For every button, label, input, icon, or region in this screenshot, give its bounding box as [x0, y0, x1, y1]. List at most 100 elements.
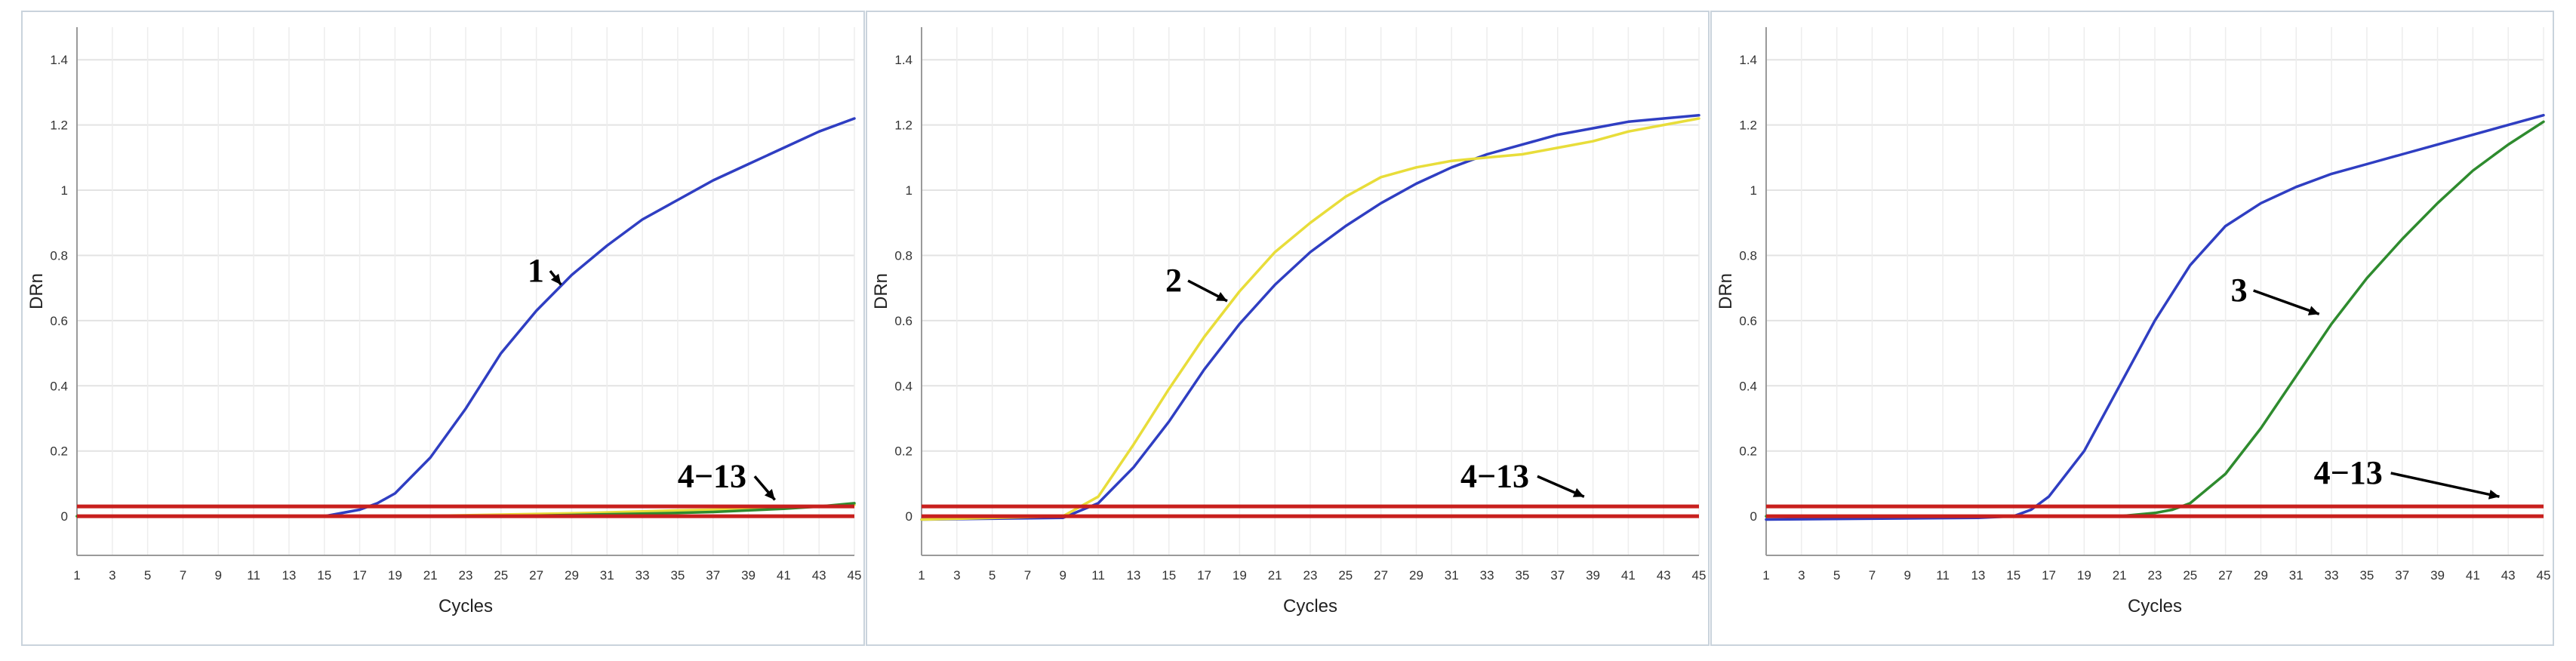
x-tick-label: 19 — [2077, 568, 2091, 583]
x-tick-label: 17 — [2042, 568, 2056, 583]
x-tick-label: 19 — [1233, 568, 1247, 583]
x-tick-label: 9 — [1904, 568, 1911, 583]
y-tick-label: 1 — [1750, 183, 1757, 198]
x-tick-label: 45 — [1692, 568, 1707, 583]
y-axis-label: DRn — [871, 273, 891, 309]
x-tick-label: 1 — [73, 568, 80, 583]
x-tick-label: 37 — [2395, 568, 2409, 583]
x-tick-label: 35 — [1515, 568, 1529, 583]
annotation-label: 2 — [1165, 262, 1182, 299]
x-tick-label: 11 — [1091, 568, 1105, 583]
x-tick-label: 7 — [1869, 568, 1876, 583]
series-line — [920, 113, 1700, 521]
y-tick-label: 0.8 — [1739, 248, 1757, 263]
series-line — [1765, 120, 2545, 518]
y-tick-label: 0.8 — [894, 248, 913, 263]
x-tick-label: 33 — [1480, 568, 1494, 583]
arrow-head — [2307, 306, 2319, 315]
x-tick-label: 29 — [565, 568, 579, 583]
chart-1: 00.20.40.60.811.21.41 3 5 7 9 11 13 15 17 19 21 23 2… — [26, 27, 862, 616]
y-tick-label: 0 — [1750, 509, 1757, 524]
y-tick-label: 0 — [61, 509, 68, 524]
y-tick-label: 0.2 — [50, 444, 68, 459]
x-axis-label: Cycles — [2128, 596, 2182, 616]
x-tick-label: 41 — [777, 568, 791, 583]
x-tick-label: 15 — [317, 568, 331, 583]
x-tick-label: 45 — [2537, 568, 2551, 583]
x-tick-label: 25 — [1338, 568, 1353, 583]
x-tick-label: 39 — [741, 568, 756, 583]
x-tick-label: 11 — [1936, 568, 1950, 583]
x-tick-label: 35 — [670, 568, 685, 583]
y-tick-label: 0.4 — [1739, 379, 1757, 393]
x-tick-label: 25 — [494, 568, 508, 583]
x-tick-label: 19 — [388, 568, 402, 583]
arrow-head — [2488, 489, 2500, 500]
y-tick-label: 1.4 — [1739, 53, 1757, 67]
y-tick-label: 0.6 — [894, 314, 913, 328]
series-line — [920, 117, 1700, 521]
x-tick-label: 39 — [2430, 568, 2445, 583]
x-tick-label: 31 — [2289, 568, 2304, 583]
chart-panel-2: 0 0.2 0.4 0.6 0.8 1 1.2 1.4 1 3 5 7 9 11 13 15 17 19 21 23 2… — [866, 11, 1710, 646]
x-tick-label: 37 — [1550, 568, 1565, 583]
x-tick-label: 7 — [1024, 568, 1031, 583]
x-tick-label: 31 — [1445, 568, 1459, 583]
x-tick-label: 9 — [215, 568, 222, 583]
y-tick-label: 1 — [61, 183, 68, 198]
arrow-head — [764, 489, 775, 500]
x-tick-label: 9 — [1060, 568, 1066, 583]
x-tick-label: 27 — [1374, 568, 1388, 583]
x-tick-label: 17 — [352, 568, 367, 583]
y-tick-label: 1.4 — [50, 53, 68, 67]
x-tick-label: 13 — [282, 568, 296, 583]
y-tick-label: 1.2 — [50, 118, 68, 133]
annotation-label: 4−13 — [678, 457, 746, 494]
x-tick-label: 41 — [2466, 568, 2480, 583]
x-tick-label: 41 — [1621, 568, 1636, 583]
x-tick-label: 21 — [2113, 568, 2127, 583]
x-tick-label: 25 — [2183, 568, 2197, 583]
x-tick-label: 3 — [953, 568, 960, 583]
x-tick-label: 15 — [1162, 568, 1176, 583]
x-tick-label: 21 — [423, 568, 438, 583]
x-tick-label: 11 — [247, 568, 260, 583]
annotation-label: 3 — [2231, 272, 2248, 309]
y-tick-label: 0.8 — [50, 248, 68, 263]
y-tick-label: 0.6 — [1739, 314, 1757, 328]
x-tick-label: 5 — [144, 568, 151, 583]
y-tick-label: 0.4 — [894, 379, 913, 393]
y-tick-label: 1.2 — [1739, 118, 1757, 133]
y-tick-label: 1 — [906, 183, 913, 198]
x-axis-label: Cycles — [1283, 596, 1337, 616]
x-tick-label: 29 — [1409, 568, 1423, 583]
y-tick-label: 0 — [906, 509, 913, 524]
x-tick-label: 5 — [989, 568, 996, 583]
x-axis-label: Cycles — [439, 596, 493, 616]
x-tick-label: 5 — [1833, 568, 1840, 583]
x-tick-label: 43 — [2501, 568, 2516, 583]
series-line — [75, 117, 856, 518]
x-tick-label: 27 — [529, 568, 543, 583]
annotation-label: 4−13 — [1460, 457, 1529, 494]
y-tick-label: 0.2 — [894, 444, 913, 459]
x-tick-label: 13 — [1126, 568, 1140, 583]
x-tick-label: 23 — [459, 568, 473, 583]
x-tick-label: 23 — [2148, 568, 2162, 583]
series-line — [1765, 113, 2545, 521]
x-tick-label: 7 — [180, 568, 186, 583]
x-tick-label: 33 — [636, 568, 650, 583]
x-tick-label: 35 — [2359, 568, 2374, 583]
chart-panel-3: 0 0.2 0.4 0.6 0.8 1 1.2 1.4 1 3 5 7 9 11 13 15 17 19 21 23 2… — [1710, 11, 2554, 646]
x-tick-label: 45 — [848, 568, 862, 583]
x-tick-label: 31 — [600, 568, 614, 583]
x-tick-label: 27 — [2218, 568, 2233, 583]
y-axis-label: DRn — [26, 273, 47, 309]
y-axis-label: DRn — [1716, 273, 1736, 309]
y-tick-label: 1.2 — [894, 118, 913, 133]
x-tick-label: 3 — [1798, 568, 1805, 583]
arrow-head — [1215, 291, 1227, 301]
y-tick-label: 0.6 — [50, 314, 68, 328]
x-tick-label: 3 — [109, 568, 115, 583]
annotation-label: 4−13 — [2314, 454, 2383, 491]
